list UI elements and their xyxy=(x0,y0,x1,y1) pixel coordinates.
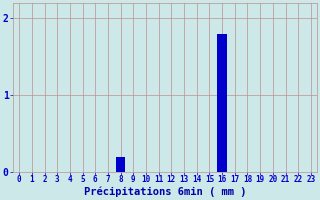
Bar xyxy=(217,34,227,172)
X-axis label: Précipitations 6min ( mm ): Précipitations 6min ( mm ) xyxy=(84,187,246,197)
Bar xyxy=(116,157,125,172)
